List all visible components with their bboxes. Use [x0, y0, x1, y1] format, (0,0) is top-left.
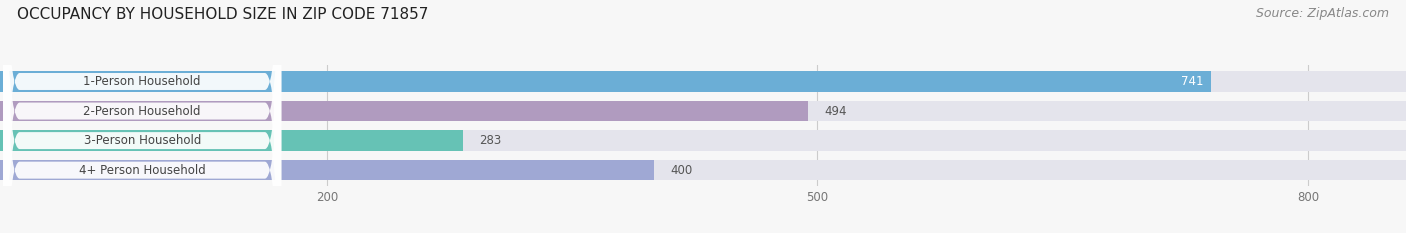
- FancyBboxPatch shape: [3, 0, 281, 233]
- Bar: [0, 101, 1406, 121]
- Text: 2-Person Household: 2-Person Household: [83, 105, 201, 117]
- Bar: [0, 71, 1212, 92]
- Bar: [0, 130, 463, 151]
- Text: 494: 494: [824, 105, 846, 117]
- FancyBboxPatch shape: [3, 0, 281, 233]
- Text: 4+ Person Household: 4+ Person Household: [79, 164, 205, 177]
- Text: Source: ZipAtlas.com: Source: ZipAtlas.com: [1256, 7, 1389, 20]
- Bar: [0, 160, 654, 181]
- Bar: [0, 160, 1406, 181]
- FancyBboxPatch shape: [3, 0, 281, 233]
- Bar: [0, 101, 807, 121]
- Text: 741: 741: [1181, 75, 1204, 88]
- Bar: [0, 130, 1406, 151]
- Bar: [0, 71, 1406, 92]
- Text: OCCUPANCY BY HOUSEHOLD SIZE IN ZIP CODE 71857: OCCUPANCY BY HOUSEHOLD SIZE IN ZIP CODE …: [17, 7, 429, 22]
- Text: 283: 283: [479, 134, 502, 147]
- Text: 400: 400: [671, 164, 693, 177]
- FancyBboxPatch shape: [3, 0, 281, 233]
- Text: 1-Person Household: 1-Person Household: [83, 75, 201, 88]
- Text: 3-Person Household: 3-Person Household: [83, 134, 201, 147]
